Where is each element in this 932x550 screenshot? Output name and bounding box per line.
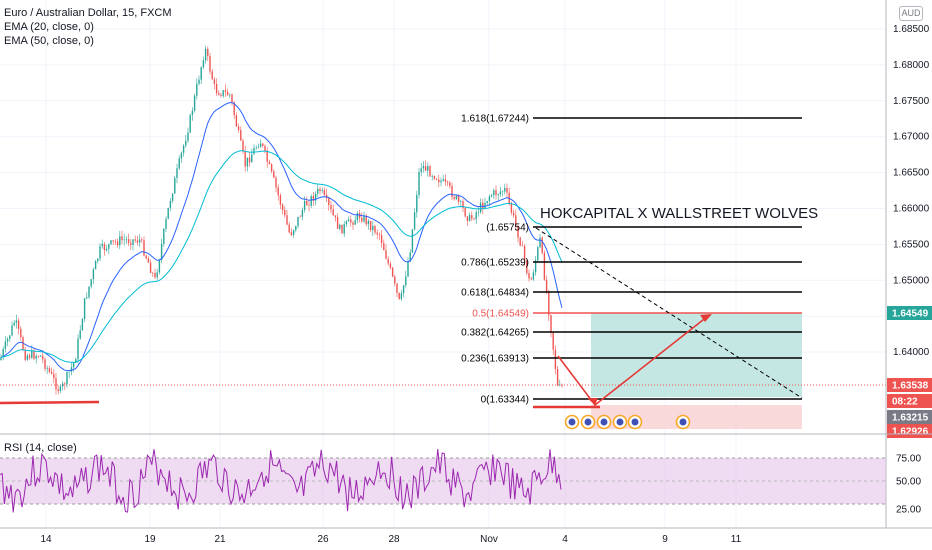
price-axis-label: 1.67000: [893, 132, 930, 143]
time-axis[interactable]: 14 19 21 26 28 Nov 4 9 11: [40, 534, 741, 545]
price-axis[interactable]: [886, 0, 932, 528]
symbol-label[interactable]: Euro / Australian Dollar, 15, FXCM: [4, 7, 172, 19]
price-tag: 1.64549: [887, 306, 932, 320]
calendar-icon[interactable]: [612, 414, 628, 430]
time-axis-label: 4: [562, 534, 568, 545]
rsi-axis-label: 25.00: [896, 505, 921, 516]
price-tag: 1.62926: [887, 424, 932, 438]
rsi-axis-labels: 75.00 50.00 25.00: [896, 454, 921, 516]
price-axis-label: 1.66500: [893, 168, 930, 179]
svg-text:08:22: 08:22: [892, 397, 918, 408]
price-tag: 1.63538: [887, 378, 932, 392]
fib-level-label: 0.5(1.64549): [472, 309, 529, 320]
rsi-axis-label: 50.00: [896, 477, 921, 488]
fibonacci-levels[interactable]: 1.618(1.67244) (1.65754) 0.786(1.65239) 0.6…: [461, 114, 802, 406]
time-axis-label: 14: [40, 534, 52, 545]
chart-grid: [0, 0, 886, 528]
fib-level-label: 0.618(1.64834): [461, 288, 529, 299]
fib-level-label: 1.618(1.67244): [461, 114, 529, 125]
fib-level-label: (1.65754): [486, 223, 529, 234]
arrowhead-icon: [587, 398, 598, 405]
ema50-line: [0, 150, 563, 363]
arrowhead-icon: [700, 314, 712, 322]
calendar-icon[interactable]: [564, 414, 580, 430]
time-axis-label: 11: [731, 534, 742, 545]
ema50-label[interactable]: EMA (50, close, 0): [4, 35, 94, 47]
time-axis-label: 9: [662, 534, 668, 545]
chart-legend: Euro / Australian Dollar, 15, FXCM EMA (…: [4, 6, 172, 48]
annotation-title[interactable]: HOKCAPITAL X WALLSTREET WOLVES: [540, 205, 818, 222]
price-axis-label: 1.68500: [893, 24, 930, 35]
fib-level-label: 0.382(1.64265): [461, 328, 529, 339]
price-axis-label: 1.65000: [893, 275, 930, 286]
rsi-axis-label: 75.00: [896, 454, 921, 465]
currency-badge[interactable]: AUD: [899, 6, 923, 21]
svg-text:1.63538: 1.63538: [892, 381, 929, 392]
calendar-icon[interactable]: [580, 414, 596, 430]
calendar-icon[interactable]: [627, 414, 643, 430]
time-axis-label: 28: [388, 534, 400, 545]
ema20-line: [0, 102, 563, 372]
calendar-icon[interactable]: [596, 414, 612, 430]
price-tag: 08:22: [887, 394, 932, 408]
price-axis-label: 1.68000: [893, 60, 930, 71]
fib-level-label: 0(1.63344): [481, 395, 529, 406]
price-axis-label: 1.64000: [893, 347, 930, 358]
svg-text:1.64549: 1.64549: [892, 309, 929, 320]
rsi-label[interactable]: RSI (14, close): [4, 442, 77, 454]
price-tag: 1.63215: [887, 410, 932, 424]
svg-text:1.63215: 1.63215: [892, 413, 929, 424]
projection-arrows[interactable]: [557, 314, 712, 407]
time-axis-label: Nov: [480, 534, 498, 545]
time-axis-label: 21: [214, 534, 226, 545]
fib-level-label: 0.786(1.65239): [461, 258, 529, 269]
svg-text:1.62926: 1.62926: [892, 427, 929, 438]
fib-level-label: 0.236(1.63913): [461, 354, 529, 365]
price-axis-label: 1.66000: [893, 204, 930, 215]
trend-dashed-line[interactable]: [535, 227, 803, 399]
calendar-icon[interactable]: [675, 414, 691, 430]
ema20-label[interactable]: EMA (20, close, 0): [4, 21, 94, 33]
time-axis-label: 26: [317, 534, 329, 545]
price-axis-label: 1.65500: [893, 239, 930, 250]
price-axis-label: 1.67500: [893, 96, 930, 107]
time-axis-label: 19: [144, 534, 156, 545]
price-tags: 1.64549 1.63538 08:22 1.63215 1.62926: [887, 306, 932, 438]
event-icons[interactable]: [564, 414, 691, 430]
support-line[interactable]: [0, 400, 100, 405]
price-candles: [0, 45, 563, 395]
target-zone[interactable]: [591, 313, 802, 397]
rsi-line: [0, 449, 562, 513]
